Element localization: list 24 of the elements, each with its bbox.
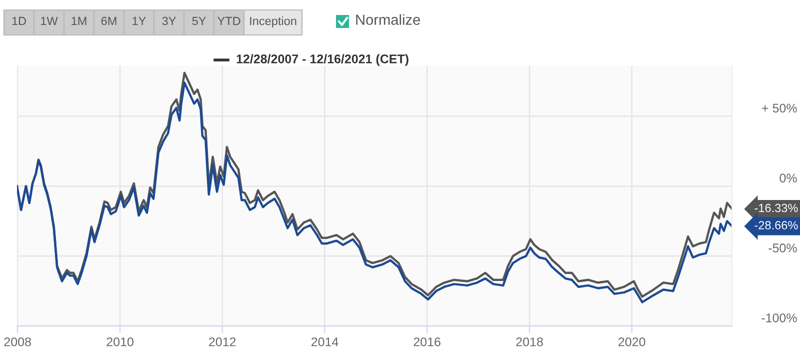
x-tick-label: 2010 [106,337,134,346]
text: YTD [217,16,240,26]
text: 3Y [162,16,176,26]
y-tick-label: -100% [762,313,797,322]
text: 1D [12,16,26,26]
text: 5Y [192,16,206,26]
x-tick-label: 2014 [311,337,338,346]
x-tick-label: 2020 [618,337,646,346]
y-tick-label: 0% [780,174,797,182]
y-tick-label: + 50% [762,104,797,113]
x-tick-label: 2018 [516,337,543,346]
text: Normalize [356,14,420,25]
text: 1W [41,16,58,26]
annotation: -16.33% [754,204,798,212]
x-tick-label: 2012 [209,337,236,346]
text: 6M [101,16,116,26]
text: 1M [72,16,86,26]
annotation: -28.66% [754,221,798,230]
x-tick-label: 2016 [414,337,440,346]
x-tick-label: 2008 [4,337,31,346]
text: 1Y [132,16,146,26]
y-tick-label: -50% [768,244,797,252]
text: 12/28/2007 - 12/16/2021 (CET) [236,54,408,66]
text: Inception [250,16,296,28]
